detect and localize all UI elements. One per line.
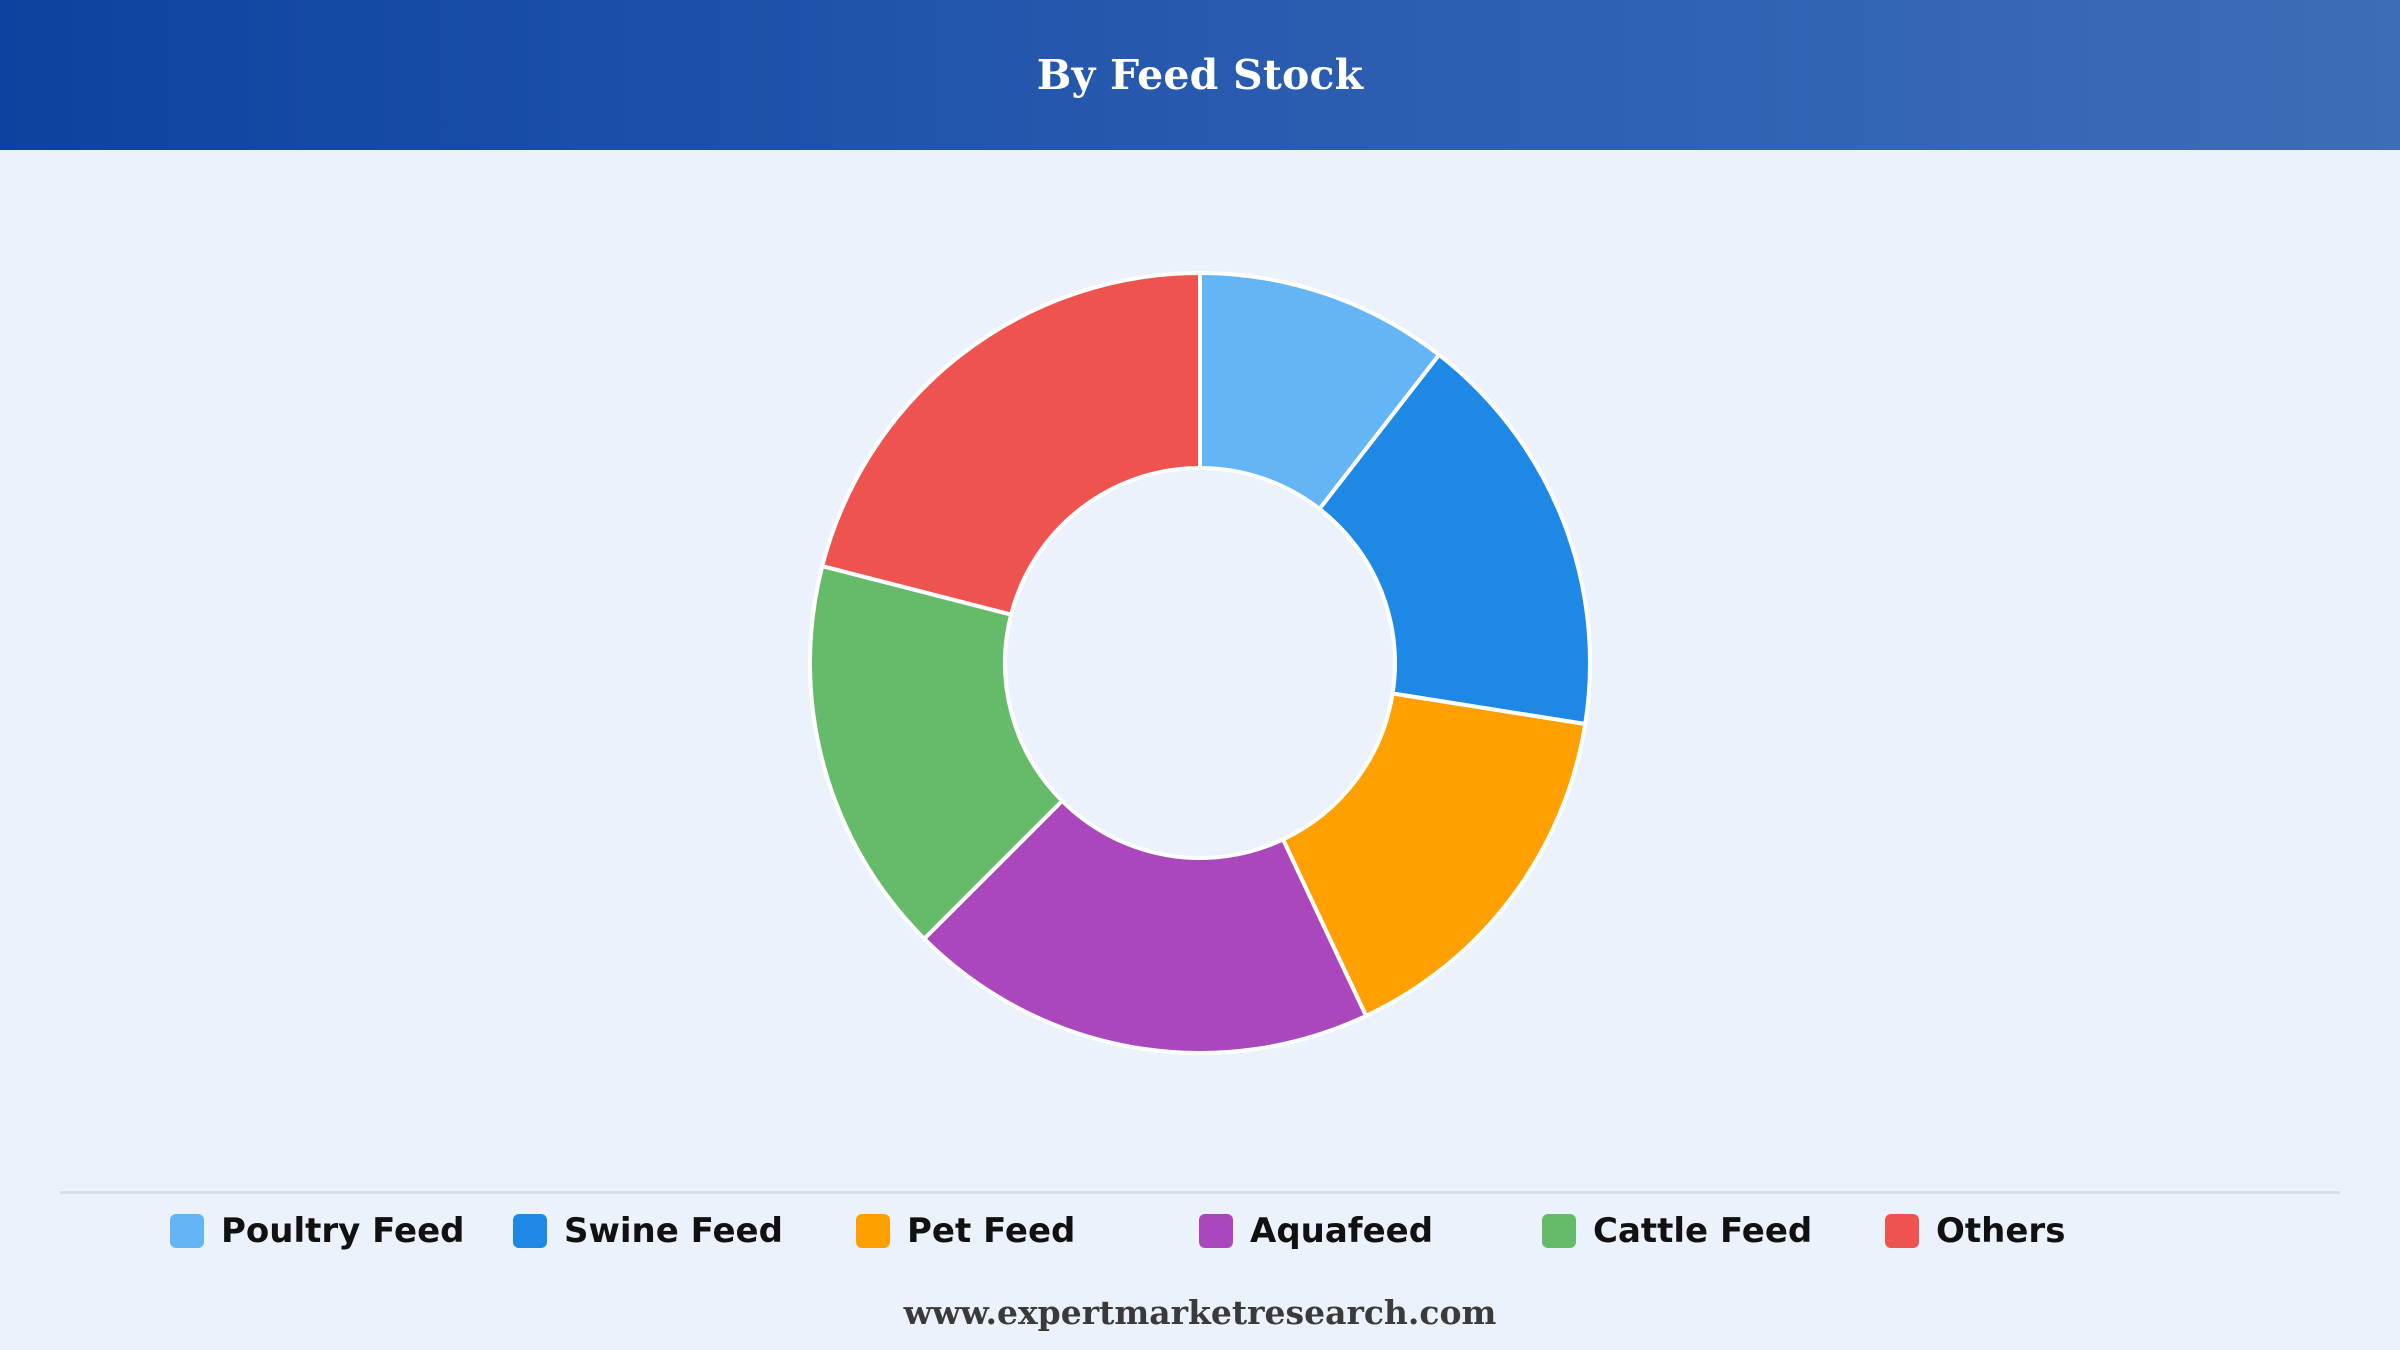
legend-item-pet-feed: Pet Feed [856, 1206, 1075, 1256]
footer-website: www.expertmarketresearch.com [903, 1293, 1497, 1332]
slice-cattle-feed [807, 564, 1065, 941]
legend-label-swine-feed: Swine Feed [564, 1211, 783, 1251]
slice-aquafeed [922, 798, 1369, 1055]
chart-title: By Feed Stock [1036, 51, 1364, 99]
legend-item-others: Others [1885, 1206, 2065, 1256]
legend-item-swine-feed: Swine Feed [513, 1206, 783, 1256]
legend-item-aquafeed: Aquafeed [1199, 1206, 1433, 1256]
legend-label-poultry-feed: Poultry Feed [221, 1211, 465, 1251]
legend: Poultry Feed Swine Feed Pet Feed Aquafeed Ca… [0, 1206, 2400, 1256]
legend-divider [60, 1191, 2340, 1194]
legend-swatch-poultry-feed [170, 1214, 204, 1248]
slice-others [820, 271, 1202, 617]
header-banner: By Feed Stock [0, 0, 2400, 150]
legend-label-pet-feed: Pet Feed [907, 1211, 1076, 1251]
legend-swatch-aquafeed [1199, 1214, 1233, 1248]
legend-label-others: Others [1936, 1211, 2066, 1251]
legend-swatch-pet-feed [856, 1214, 890, 1248]
slice-swine-feed [1317, 352, 1592, 727]
legend-item-poultry-feed: Poultry Feed [170, 1206, 464, 1256]
donut-slices [807, 271, 1592, 1055]
legend-swatch-swine-feed [513, 1214, 547, 1248]
legend-item-cattle-feed: Cattle Feed [1542, 1206, 1812, 1256]
slice-pet-feed [1281, 691, 1588, 1018]
legend-label-cattle-feed: Cattle Feed [1593, 1211, 1813, 1251]
legend-swatch-others [1885, 1214, 1919, 1248]
legend-swatch-cattle-feed [1542, 1214, 1576, 1248]
legend-label-aquafeed: Aquafeed [1250, 1211, 1434, 1251]
